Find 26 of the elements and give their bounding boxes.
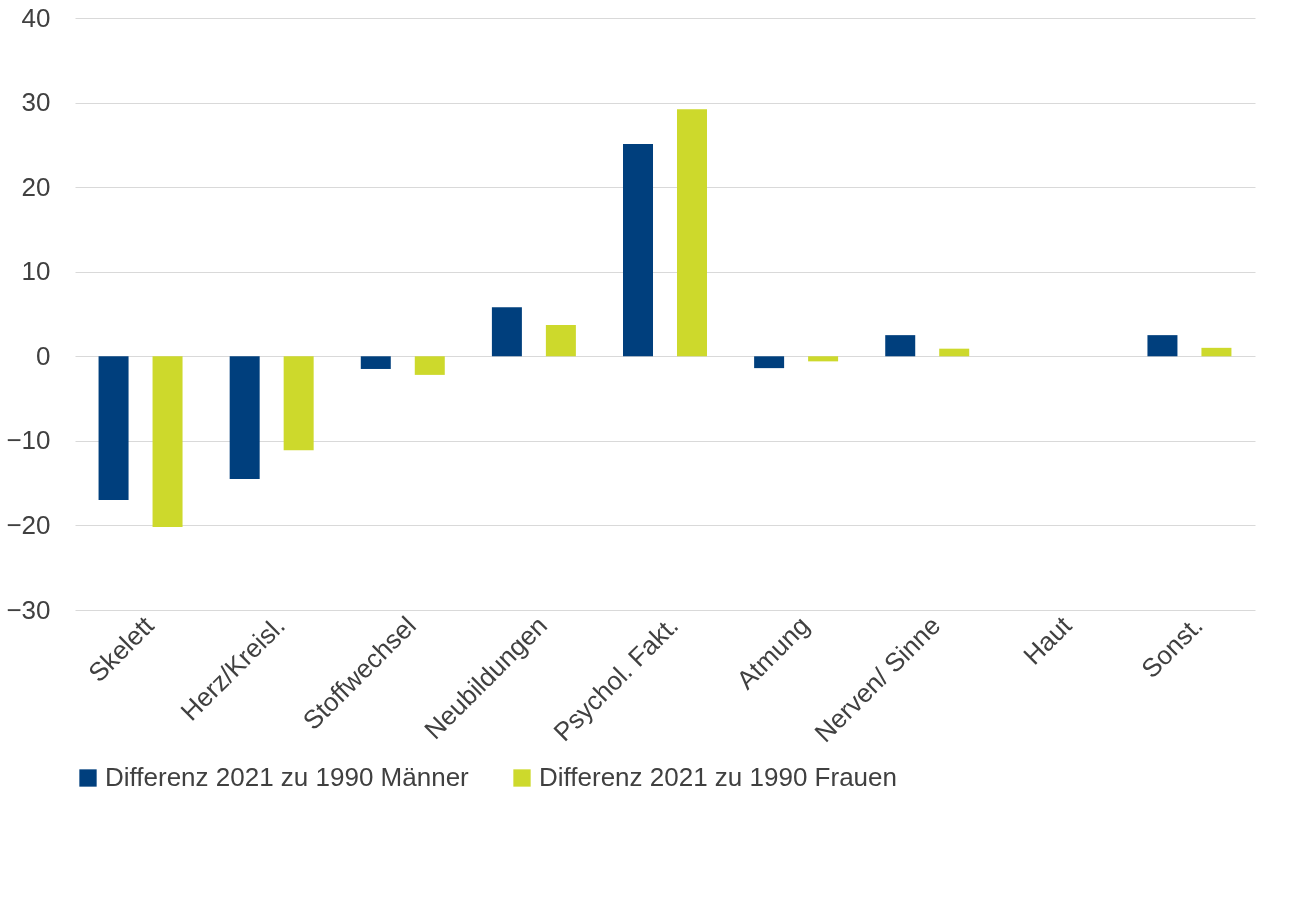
- y-tick-label: 30: [21, 87, 51, 118]
- bar: [808, 356, 839, 362]
- bar: [885, 335, 916, 357]
- legend-label: Differenz 2021 zu 1990 Männer: [105, 762, 470, 792]
- bar: [229, 356, 260, 479]
- bar: [491, 307, 522, 357]
- bar: [283, 356, 314, 451]
- bar: [1147, 335, 1178, 357]
- bar: [360, 356, 391, 369]
- y-tick-label: −10: [6, 425, 51, 456]
- bar: [152, 356, 183, 528]
- y-tick-label: −20: [6, 509, 51, 540]
- y-tick-label: −30: [6, 594, 51, 625]
- bar: [676, 109, 707, 357]
- y-tick-label: 20: [21, 171, 51, 202]
- bar: [98, 356, 129, 501]
- y-tick-label: 10: [21, 256, 51, 287]
- legend-label: Differenz 2021 zu 1990 Frauen: [539, 762, 897, 792]
- bar: [545, 324, 576, 357]
- bar: [414, 356, 445, 375]
- bar: [939, 348, 970, 357]
- bar: [754, 356, 785, 369]
- bar: [1201, 347, 1232, 357]
- y-tick-label: 0: [36, 340, 51, 371]
- y-tick-label: 40: [21, 2, 51, 33]
- bar: [623, 144, 654, 357]
